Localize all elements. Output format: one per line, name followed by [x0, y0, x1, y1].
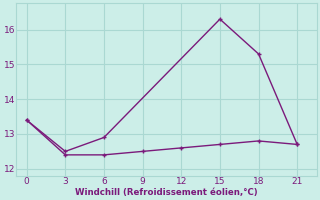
X-axis label: Windchill (Refroidissement éolien,°C): Windchill (Refroidissement éolien,°C): [75, 188, 258, 197]
